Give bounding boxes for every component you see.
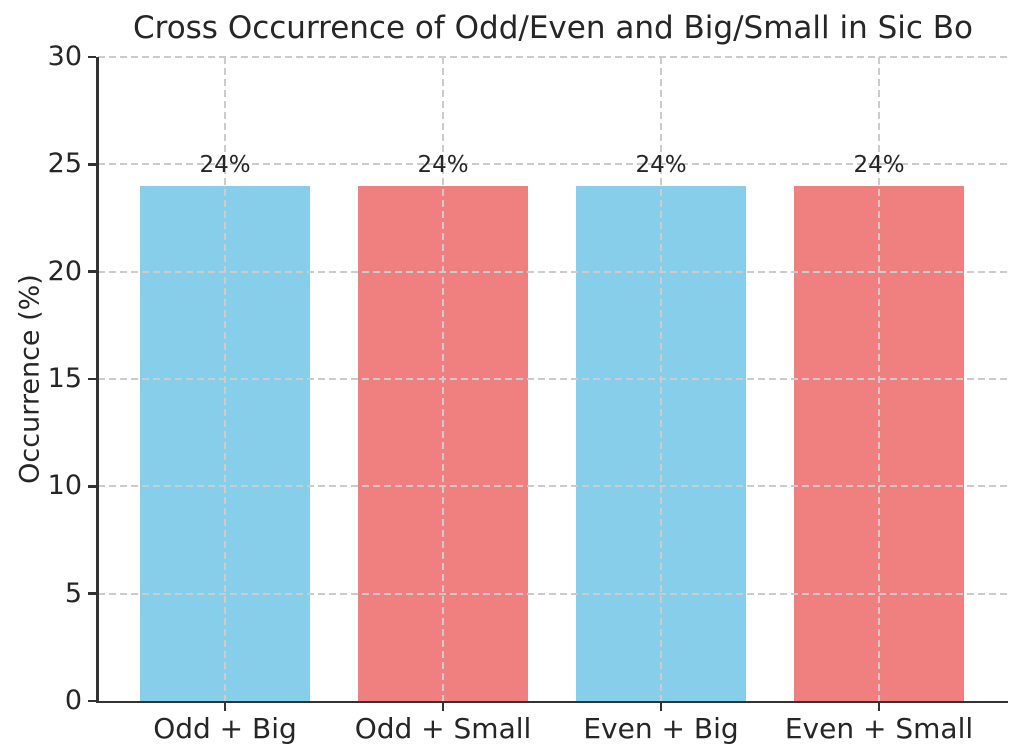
x-tick bbox=[223, 703, 227, 711]
x-tick-label: Even + Small bbox=[784, 712, 974, 745]
y-tick-label: 5 bbox=[64, 577, 82, 609]
x-tick bbox=[659, 703, 663, 711]
h-gridline bbox=[98, 378, 1008, 380]
y-tick-label: 15 bbox=[47, 363, 82, 394]
x-tick-label: Odd + Big bbox=[153, 712, 297, 745]
y-tick bbox=[88, 270, 96, 273]
plot-area: 0 5 10 15 20 25 30 24% Odd + Big 24% Odd + Small 24… bbox=[48, 41, 1008, 745]
x-tick-label: Odd + Small bbox=[354, 712, 532, 745]
v-gridline bbox=[660, 57, 662, 701]
y-tick-label: 20 bbox=[47, 255, 82, 287]
y-tick bbox=[88, 55, 96, 59]
y-axis-spine bbox=[96, 57, 99, 703]
v-gridline bbox=[224, 57, 226, 701]
y-tick bbox=[88, 485, 96, 488]
y-tick-label: 10 bbox=[47, 470, 82, 502]
y-tick-label: 30 bbox=[47, 41, 82, 72]
x-axis-spine bbox=[96, 700, 1008, 703]
h-gridline bbox=[98, 270, 1008, 273]
y-tick-label: 0 bbox=[64, 685, 82, 716]
h-gridline bbox=[98, 485, 1008, 488]
chart-title: Cross Occurrence of Odd/Even and Big/Sma… bbox=[132, 10, 974, 46]
y-tick bbox=[88, 592, 96, 595]
y-tick bbox=[88, 699, 96, 703]
x-tick bbox=[877, 703, 881, 711]
bar-value-label: 24% bbox=[417, 151, 469, 178]
bar-value-label: 24% bbox=[635, 151, 687, 178]
h-gridline bbox=[98, 592, 1008, 595]
x-tick bbox=[441, 703, 445, 711]
h-gridline bbox=[98, 163, 1008, 166]
y-tick-label: 25 bbox=[47, 148, 82, 180]
bar-value-label: 24% bbox=[199, 151, 251, 178]
h-gridline bbox=[98, 56, 1008, 58]
y-tick bbox=[88, 377, 96, 381]
x-tick-label: Even + Big bbox=[583, 712, 739, 745]
bar-value-label: 24% bbox=[853, 151, 905, 178]
y-tick bbox=[88, 163, 96, 166]
v-gridline bbox=[878, 57, 880, 701]
v-gridline bbox=[442, 57, 444, 701]
